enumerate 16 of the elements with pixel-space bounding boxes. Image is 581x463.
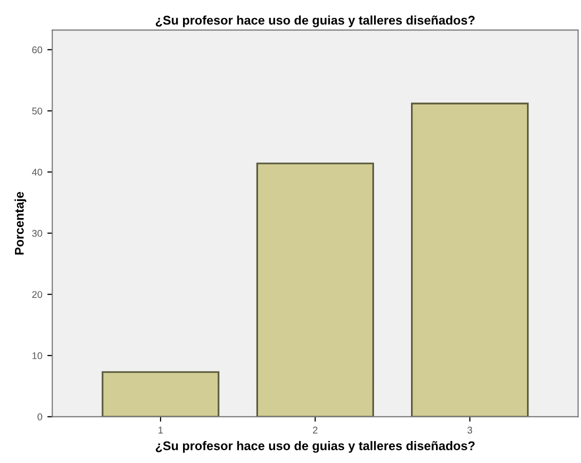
- bar: [256, 162, 374, 417]
- y-tick-label: 60: [32, 46, 42, 54]
- x-axis-title: ¿Su profesor hace uso de guias y talleres diseñados?: [156, 441, 475, 453]
- y-tick-label: 30: [32, 230, 42, 237]
- bar: [411, 102, 529, 417]
- y-axis-title: Porcentaje: [14, 192, 26, 255]
- y-tick-label: 20: [32, 291, 42, 298]
- chart-title: ¿Su profesor hace uso de guias y talleres diseñados?: [156, 15, 475, 28]
- x-tick-label: 3: [468, 426, 472, 434]
- y-tick-label: 40: [32, 168, 42, 176]
- x-tick-label: 2: [312, 426, 318, 434]
- bar: [102, 371, 220, 417]
- y-tick-label: 50: [32, 108, 42, 114]
- x-tick-label: 1: [158, 426, 163, 434]
- y-tick-label: 10: [32, 352, 42, 360]
- y-tick-label: 0: [38, 413, 42, 420]
